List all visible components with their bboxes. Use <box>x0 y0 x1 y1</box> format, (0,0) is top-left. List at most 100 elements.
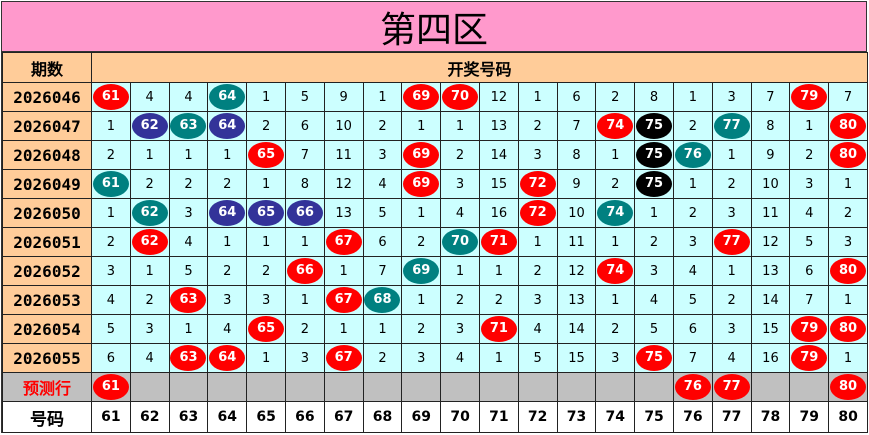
grid-cell: 2 <box>91 227 131 257</box>
grid-cell: 9 <box>323 82 364 112</box>
number-ball: 64 <box>209 84 246 110</box>
grid-cell: 74 <box>595 256 636 286</box>
grid-cell: 75 <box>634 140 674 170</box>
grid-cell: 11 <box>750 198 791 228</box>
grid-cell: 1 <box>129 140 170 170</box>
grid-cell: 16 <box>750 343 791 373</box>
grid-cell: 13 <box>478 111 519 141</box>
grid-cell: 2 <box>401 314 442 344</box>
grid-cell: 2 <box>129 285 170 315</box>
grid-cell: 3 <box>129 314 170 344</box>
grid-cell: 3 <box>711 314 752 344</box>
footer-number: 65 <box>246 401 286 433</box>
number-ball: 74 <box>597 113 634 139</box>
grid-cell: 1 <box>207 227 248 257</box>
grid-cell: 2 <box>207 169 248 199</box>
grid-cell: 12 <box>750 227 791 257</box>
grid-cell: 64 <box>207 198 248 228</box>
grid-cell: 69 <box>401 140 442 170</box>
grid-cell: 15 <box>478 169 519 199</box>
grid-cell: 12 <box>323 169 364 199</box>
grid-cell: 1 <box>362 314 403 344</box>
grid-cell: 3 <box>517 285 558 315</box>
number-ball: 77 <box>713 113 750 139</box>
footer-number: 77 <box>711 401 752 433</box>
grid-cell: 80 <box>828 314 868 344</box>
footer-number: 76 <box>672 401 713 433</box>
grid-cell: 3 <box>634 256 674 286</box>
grid-cell: 7 <box>556 111 597 141</box>
number-ball: 61 <box>92 374 129 400</box>
grid-cell: 2 <box>828 198 868 228</box>
footer-number: 75 <box>634 401 674 433</box>
grid-cell: 2 <box>711 169 752 199</box>
grid-cell: 1 <box>246 82 286 112</box>
number-ball: 66 <box>286 200 323 226</box>
footer-number: 68 <box>362 401 403 433</box>
footer-number: 73 <box>556 401 597 433</box>
grid-cell: 2 <box>168 169 209 199</box>
row-label: 2026054 <box>2 314 92 344</box>
grid-cell: 70 <box>440 227 480 257</box>
number-ball: 71 <box>480 229 517 255</box>
grid-cell: 1 <box>284 285 325 315</box>
number-ball: 74 <box>597 258 634 284</box>
grid-cell: 5 <box>91 314 131 344</box>
grid-cell: 75 <box>634 111 674 141</box>
grid-cell: 2 <box>595 169 636 199</box>
footer-number: 74 <box>595 401 636 433</box>
grid-cell: 66 <box>284 198 325 228</box>
grid-cell: 80 <box>828 372 868 402</box>
grid-cell: 3 <box>711 82 752 112</box>
grid-cell: 2 <box>595 82 636 112</box>
grid-cell: 8 <box>284 169 325 199</box>
grid-cell: 62 <box>129 111 170 141</box>
grid-cell: 1 <box>91 111 131 141</box>
table-row: 2026047 1 62 63 64 2 6 10 2 1 1 13 2 7 74 75 2 77 8 1 80 <box>2 111 868 141</box>
grid-cell: 2 <box>634 227 674 257</box>
table-row: 2026055 6 4 63 64 1 3 67 2 3 4 1 5 15 3 75 7 4 16 79 1 <box>2 343 868 373</box>
number-ball: 62 <box>131 229 168 255</box>
grid-cell: 2 <box>91 140 131 170</box>
grid-cell: 69 <box>401 169 442 199</box>
grid-cell: 1 <box>323 314 364 344</box>
footer-number: 69 <box>401 401 442 433</box>
grid-cell: 7 <box>672 343 713 373</box>
number-ball: 67 <box>325 345 362 371</box>
grid-cell: 15 <box>750 314 791 344</box>
grid-cell: 77 <box>711 111 752 141</box>
number-ball: 72 <box>519 200 556 226</box>
grid-cell: 10 <box>750 169 791 199</box>
row-label: 2026051 <box>2 227 92 257</box>
grid-cell: 1 <box>634 198 674 228</box>
draw-numbers-header: 开奖号码 <box>91 52 868 83</box>
grid-cell: 61 <box>91 372 131 402</box>
grid-cell: 9 <box>750 140 791 170</box>
grid-cell: 67 <box>323 285 364 315</box>
table-row: 2026046 61 4 4 64 1 5 9 1 69 70 12 1 6 2 8 1 3 7 79 7 <box>2 82 868 112</box>
number-ball: 68 <box>364 287 401 313</box>
grid-cell: 5 <box>284 82 325 112</box>
footer-number: 80 <box>828 401 868 433</box>
number-ball: 69 <box>403 258 440 284</box>
footer-number: 79 <box>789 401 830 433</box>
table-row: 2026052 3 1 5 2 2 66 1 7 69 1 1 2 12 74 3 4 1 13 6 80 <box>2 256 868 286</box>
grid-cell <box>556 372 597 402</box>
grid-cell: 69 <box>401 82 442 112</box>
number-ball: 65 <box>248 142 285 168</box>
grid-cell: 80 <box>828 111 868 141</box>
grid-cell <box>401 372 442 402</box>
grid-cell: 3 <box>595 343 636 373</box>
grid-cell: 7 <box>284 140 325 170</box>
row-label: 预测行 <box>2 372 92 402</box>
grid-cell: 16 <box>478 198 519 228</box>
grid-cell: 3 <box>440 169 480 199</box>
grid-cell: 2 <box>284 314 325 344</box>
grid-cell: 14 <box>750 285 791 315</box>
grid-cell: 3 <box>401 343 442 373</box>
grid-cell: 63 <box>168 343 209 373</box>
grid-cell: 15 <box>556 343 597 373</box>
grid-cell: 1 <box>517 82 558 112</box>
grid-cell: 4 <box>168 227 209 257</box>
grid-cell: 7 <box>750 82 791 112</box>
